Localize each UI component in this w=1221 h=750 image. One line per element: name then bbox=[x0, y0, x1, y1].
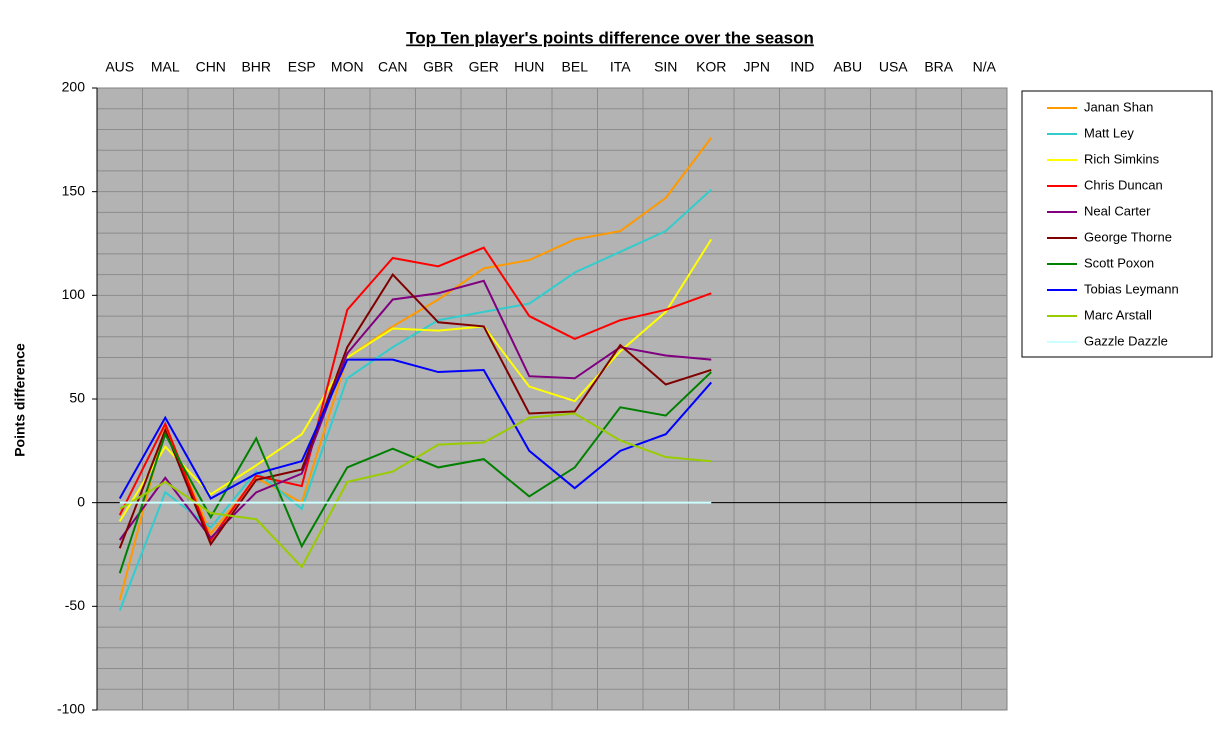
legend-label: George Thorne bbox=[1084, 229, 1172, 244]
series-line bbox=[119, 412, 712, 569]
y-tick-label: 150 bbox=[62, 182, 86, 198]
series-line bbox=[118, 279, 712, 541]
x-tick-label: MON bbox=[331, 59, 364, 75]
x-tick-label: BEL bbox=[562, 59, 589, 75]
series-line bbox=[118, 137, 713, 601]
series-line bbox=[118, 358, 713, 500]
legend-label: Matt Ley bbox=[1084, 125, 1134, 140]
x-tick-label: BHR bbox=[241, 59, 271, 75]
x-tick-label: SIN bbox=[654, 59, 677, 75]
series-line bbox=[118, 188, 712, 611]
x-tick-label: USA bbox=[879, 59, 908, 75]
x-tick-label: JPN bbox=[744, 59, 770, 75]
x-tick-label: AUS bbox=[105, 59, 134, 75]
legend-label: Chris Duncan bbox=[1084, 177, 1163, 192]
x-tick-label: HUN bbox=[514, 59, 544, 75]
series-line bbox=[118, 238, 713, 522]
x-tick-label: GBR bbox=[423, 59, 453, 75]
y-tick-label: 100 bbox=[62, 286, 86, 302]
x-tick-label: GER bbox=[469, 59, 499, 75]
x-tick-label: CAN bbox=[378, 59, 408, 75]
x-tick-label: CHN bbox=[196, 59, 226, 75]
x-tick-label: IND bbox=[790, 59, 814, 75]
y-tick-label: 200 bbox=[62, 79, 86, 95]
x-tick-label: KOR bbox=[696, 59, 726, 75]
legend-label: Neal Carter bbox=[1084, 203, 1151, 218]
x-tick-label: BRA bbox=[924, 59, 953, 75]
x-tick-label: ITA bbox=[610, 59, 631, 75]
legend-label: Scott Poxon bbox=[1084, 255, 1154, 270]
chart-title: Top Ten player's points difference over … bbox=[406, 28, 814, 47]
x-tick-label: ESP bbox=[288, 59, 316, 75]
series-line bbox=[118, 272, 712, 549]
legend-label: Janan Shan bbox=[1084, 99, 1153, 114]
y-tick-label: -100 bbox=[57, 701, 85, 717]
y-tick-label: 0 bbox=[77, 493, 85, 509]
legend-label: Tobias Leymann bbox=[1084, 281, 1179, 296]
x-tick-label: MAL bbox=[151, 59, 180, 75]
legend-label: Rich Simkins bbox=[1084, 151, 1160, 166]
legend-label: Gazzle Dazzle bbox=[1084, 333, 1168, 348]
y-axis-label: Points difference bbox=[12, 343, 28, 457]
y-tick-label: -50 bbox=[65, 597, 85, 613]
x-tick-label: N/A bbox=[973, 59, 997, 75]
x-tick-label: ABU bbox=[833, 59, 862, 75]
y-tick-label: 50 bbox=[69, 390, 85, 406]
legend-label: Marc Arstall bbox=[1084, 307, 1152, 322]
legend-box bbox=[1021, 90, 1213, 358]
